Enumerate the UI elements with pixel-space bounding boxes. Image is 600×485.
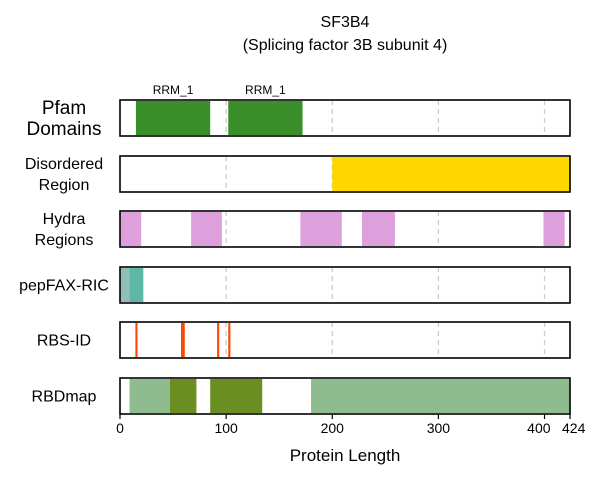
x-tick-label: 100 (214, 420, 238, 436)
x-tick-label: 0 (116, 420, 124, 436)
track-label: Regions (35, 232, 94, 249)
track-rbdmap: RBDmap (32, 377, 571, 415)
track-hydra: Hydra Regions (35, 210, 571, 249)
segment-label: RRM_1 (153, 83, 194, 97)
x-tick-label: 424 (562, 420, 586, 436)
segment-rbdmap (311, 379, 570, 413)
x-axis-label: Protein Length (290, 446, 401, 465)
segment-rbdmap (210, 379, 263, 413)
track-label: Region (39, 177, 90, 194)
segment-rbdmap (129, 379, 170, 413)
track-label: pepFAX-RIC (19, 278, 109, 295)
track-background (120, 322, 570, 358)
segment-pfam (135, 101, 211, 135)
segment-hydra (120, 212, 142, 246)
track-frame (119, 266, 571, 304)
track-frame (119, 210, 571, 248)
track-label: Hydra (43, 211, 86, 228)
track-rbsid: RBS-ID (37, 321, 571, 359)
track-label: Disordered (25, 156, 103, 173)
track-frame (119, 377, 571, 415)
segment-hydra (361, 212, 395, 246)
segment-label: RRM_1 (245, 83, 286, 97)
segment-pepfax (129, 268, 144, 302)
track-label: Domains (27, 119, 102, 140)
track-frame (119, 99, 571, 137)
segment-hydra (543, 212, 565, 246)
x-axis: 0 100 200 300 400 424 (116, 414, 586, 436)
segment-hydra (300, 212, 342, 246)
chart-title: SF3B4 (321, 14, 370, 31)
track-frame (119, 321, 571, 359)
segment-rbsid (181, 323, 185, 357)
track-frame (119, 155, 571, 193)
chart-subtitle: (Splicing factor 3B subunit 4) (243, 37, 448, 54)
x-tick-label: 200 (321, 420, 345, 436)
track-background (120, 267, 570, 303)
track-label: Pfam (42, 98, 86, 119)
x-tick-label: 400 (527, 420, 551, 436)
track-background (120, 211, 570, 247)
segment-rbsid (228, 323, 231, 357)
segment-pepfax (120, 268, 130, 302)
track-disordered: Disordered Region (25, 155, 571, 194)
track-label: RBS-ID (37, 333, 91, 350)
segment-disordered (332, 157, 570, 191)
x-tick-label: 300 (427, 420, 451, 436)
track-pepfax: pepFAX-RIC (19, 266, 571, 304)
segment-rbdmap (169, 379, 197, 413)
segment-pfam (228, 101, 303, 135)
segment-hydra (191, 212, 222, 246)
segment-rbsid (217, 323, 220, 357)
segment-rbsid (135, 323, 138, 357)
track-label: RBDmap (32, 389, 97, 406)
